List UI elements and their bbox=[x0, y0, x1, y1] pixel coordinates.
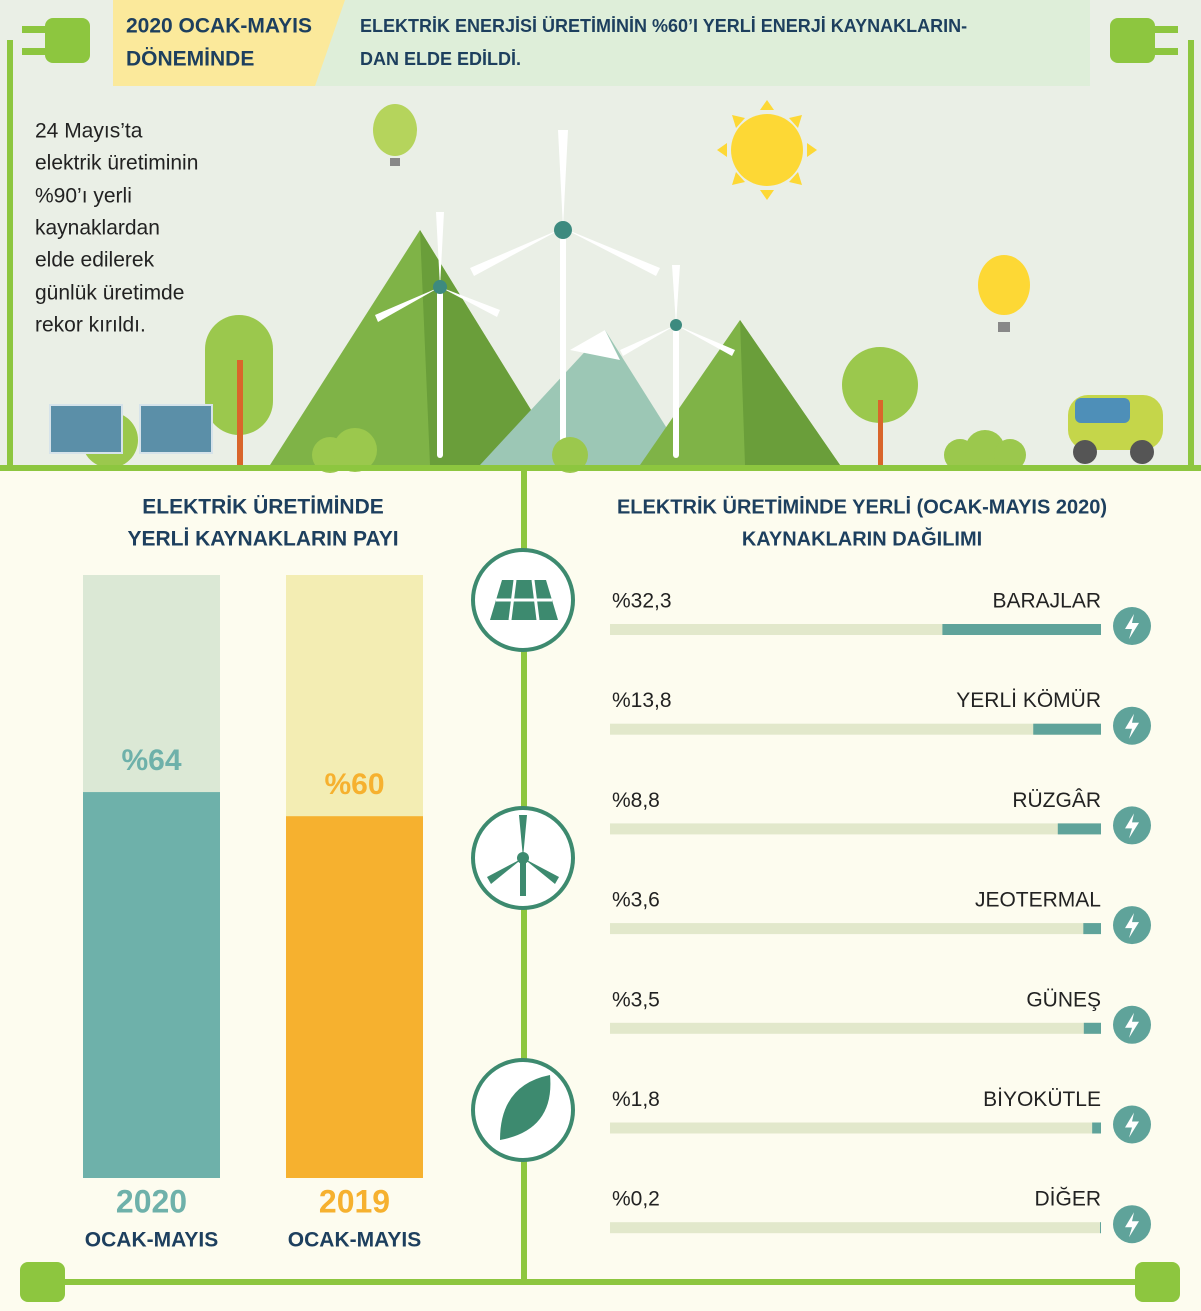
category-label: JEOTERMAL bbox=[975, 889, 1101, 912]
bar-track bbox=[610, 923, 1101, 934]
period-label: OCAK-MAYIS bbox=[85, 1229, 218, 1252]
category-label: YERLİ KÖMÜR bbox=[956, 689, 1101, 712]
headline: ELEKTRİK ENERJİSİ ÜRETİMİNİN %60’I YERLİ… bbox=[360, 16, 967, 36]
bar-track bbox=[610, 1222, 1101, 1233]
value-label: %64 bbox=[121, 744, 181, 777]
bar bbox=[1100, 1222, 1101, 1233]
category-label: BİYOKÜTLE bbox=[983, 1088, 1101, 1111]
badge: DÖNEMİNDE bbox=[126, 48, 254, 71]
badge-bg bbox=[113, 0, 345, 86]
value-label: %13,8 bbox=[612, 689, 672, 712]
note-line: kaynaklardan bbox=[35, 217, 160, 240]
headline: DAN ELDE EDİLDİ. bbox=[360, 49, 521, 69]
value-label: %0,2 bbox=[612, 1188, 660, 1211]
bar bbox=[1033, 724, 1101, 735]
bar bbox=[286, 816, 423, 1178]
badge: 2020 OCAK-MAYIS bbox=[126, 15, 312, 38]
bar bbox=[83, 792, 220, 1178]
bar-track bbox=[610, 823, 1101, 834]
value-label: %32,3 bbox=[612, 590, 672, 613]
period-label: OCAK-MAYIS bbox=[288, 1229, 421, 1252]
note-line: 24 Mayıs’ta bbox=[35, 120, 143, 143]
bar bbox=[1058, 823, 1101, 834]
note-line: rekor kırıldı. bbox=[35, 314, 146, 337]
value-label: %60 bbox=[324, 768, 384, 801]
note-line: günlük üretimde bbox=[35, 282, 184, 305]
chart-title: YERLİ KAYNAKLARIN PAYI bbox=[127, 528, 398, 551]
chart-title: ELEKTRİK ÜRETİMİNDE bbox=[142, 496, 384, 519]
value-label: %3,6 bbox=[612, 889, 660, 912]
category-label: RÜZGÂR bbox=[1012, 789, 1101, 812]
chart-title: KAYNAKLARIN DAĞILIMI bbox=[742, 526, 982, 550]
value-label: %1,8 bbox=[612, 1088, 660, 1111]
value-label: %8,8 bbox=[612, 789, 660, 812]
category-label: DİĞER bbox=[1034, 1188, 1101, 1211]
note-line: %90’ı yerli bbox=[35, 185, 132, 208]
bar-track bbox=[610, 724, 1101, 735]
category-label: GÜNEŞ bbox=[1026, 988, 1101, 1011]
chart-title: ELEKTRİK ÜRETİMİNDE YERLİ (OCAK-MAYIS 20… bbox=[617, 495, 1107, 518]
bar-track bbox=[610, 1123, 1101, 1134]
bar bbox=[1083, 923, 1101, 934]
note-line: elde edilerek bbox=[35, 249, 155, 272]
bar bbox=[942, 624, 1101, 635]
category-label: 2020 bbox=[116, 1183, 187, 1219]
bar bbox=[1092, 1123, 1101, 1134]
infographic: 2020 OCAK-MAYIS DÖNEMİNDE ELEKTRİK ENERJ… bbox=[0, 0, 1201, 1311]
category-label: BARAJLAR bbox=[992, 590, 1101, 613]
headline-band bbox=[310, 0, 1090, 86]
bar bbox=[1084, 1023, 1101, 1034]
note-line: elektrik üretiminin bbox=[35, 152, 198, 175]
value-label: %3,5 bbox=[612, 988, 660, 1011]
bar-track bbox=[610, 1023, 1101, 1034]
category-label: 2019 bbox=[319, 1183, 390, 1219]
